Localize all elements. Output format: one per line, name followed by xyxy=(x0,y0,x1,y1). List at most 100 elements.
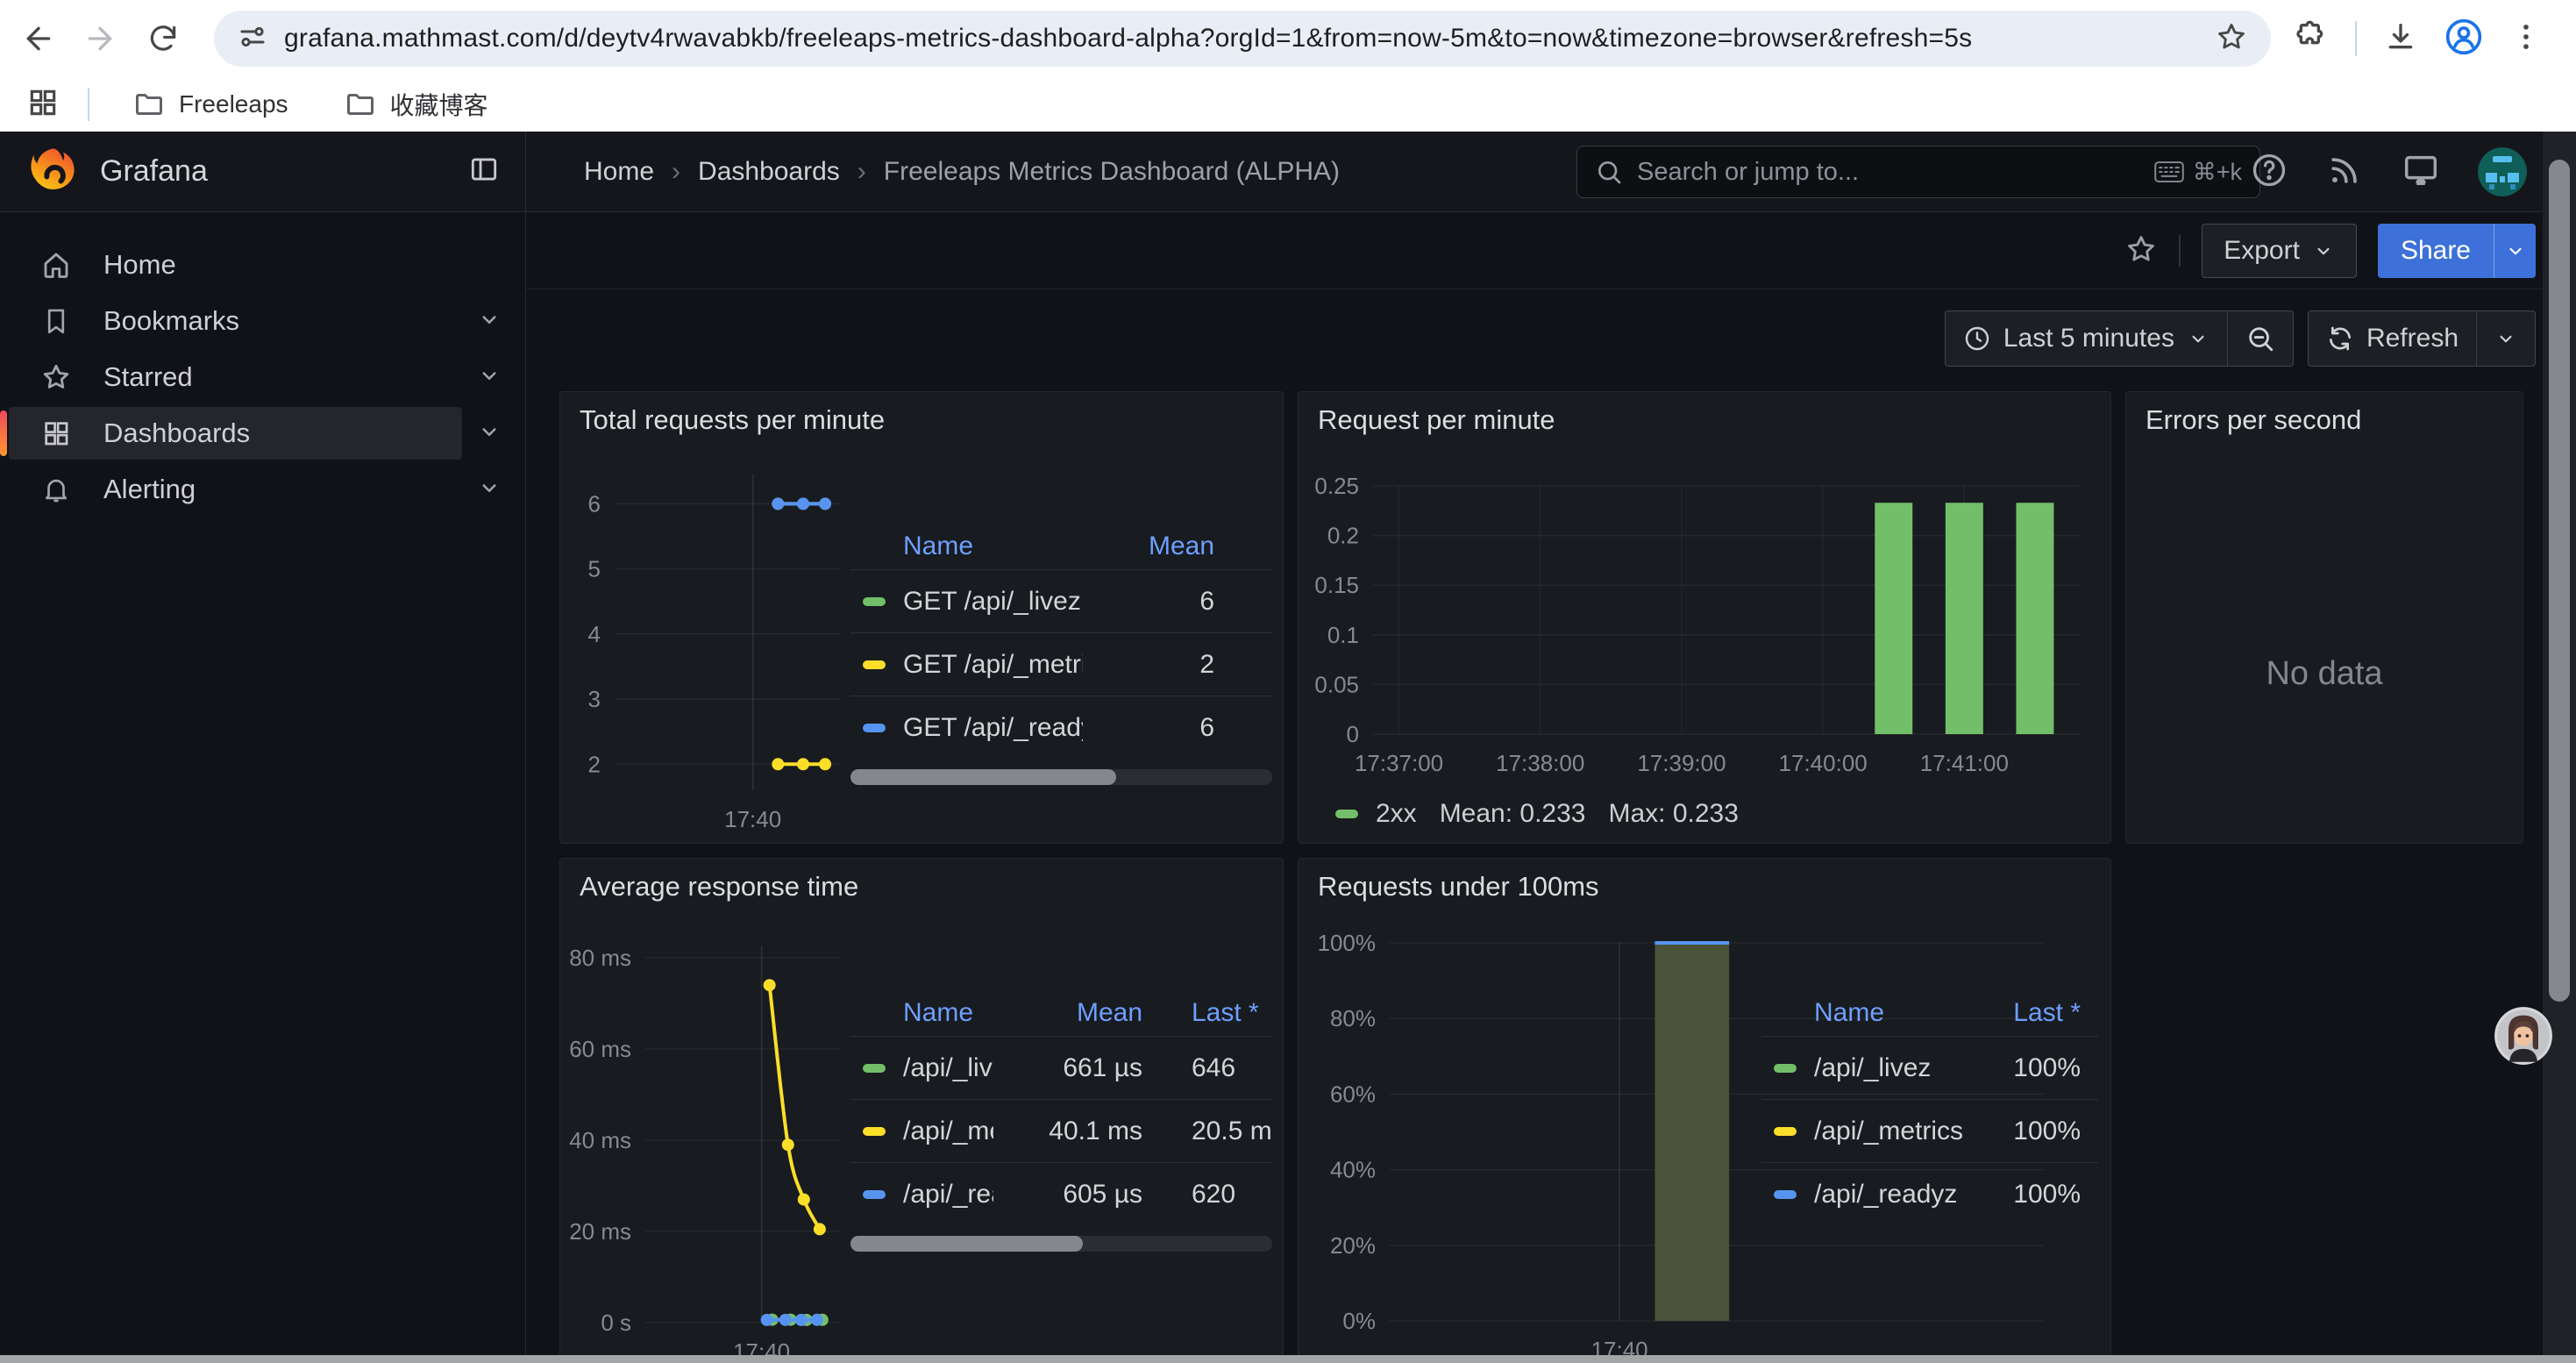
chevron-down-icon[interactable] xyxy=(476,475,502,505)
chevron-down-icon[interactable] xyxy=(476,418,502,449)
forward-icon[interactable] xyxy=(81,19,119,58)
scrollbar-thumb[interactable] xyxy=(850,1236,1083,1252)
downloads-icon[interactable] xyxy=(2383,19,2418,59)
app-header: Grafana Home › Dashboards › Freeleaps Me… xyxy=(0,132,2576,212)
legend-header-name[interactable]: Name xyxy=(850,998,993,1028)
legend-row[interactable]: /api/_readyz 605 µs 620 xyxy=(850,1162,1272,1225)
search-icon xyxy=(1595,158,1623,186)
panel-total-requests[interactable]: Total requests per minute 2345617:40 Nam… xyxy=(559,391,1284,844)
svg-text:0.2: 0.2 xyxy=(1327,523,1359,549)
legend-row[interactable]: GET /api/_metrics 2 xyxy=(850,632,1272,696)
chevron-down-icon[interactable] xyxy=(476,306,502,337)
dashboard-toolbar-row: Last 5 minutes Refresh xyxy=(526,289,2576,391)
series-swatch xyxy=(863,1064,886,1073)
browser-menu-icon[interactable] xyxy=(2509,20,2543,58)
help-icon[interactable] xyxy=(2250,151,2288,194)
toolbar-actions xyxy=(2294,18,2543,61)
sidebar-item-starred[interactable]: Starred xyxy=(0,349,525,405)
site-info-icon[interactable] xyxy=(237,21,268,57)
bookmark-folder-freeleaps[interactable]: Freeleaps xyxy=(121,83,301,125)
panel-errors-per-second[interactable]: Errors per second No data xyxy=(2125,391,2523,844)
legend-row[interactable]: GET /api/_livez 6 xyxy=(850,569,1272,632)
floating-profile-avatar[interactable] xyxy=(2494,1006,2553,1066)
favorite-star-icon[interactable] xyxy=(2124,232,2158,270)
url-text[interactable]: grafana.mathmast.com/d/deytv4rwavabkb/fr… xyxy=(284,24,2215,54)
news-rss-icon[interactable] xyxy=(2325,151,2364,194)
sidebar: Home Bookmarks Starred Dashboards xyxy=(0,212,526,1363)
share-button[interactable]: Share xyxy=(2378,224,2494,278)
breadcrumb-home[interactable]: Home xyxy=(584,157,654,187)
svg-text:100%: 100% xyxy=(1318,930,1377,956)
legend-header-mean[interactable]: Mean xyxy=(993,998,1142,1028)
reload-icon[interactable] xyxy=(144,19,182,58)
legend-row[interactable]: /api/_livez 100% xyxy=(1761,1036,2098,1099)
legend-series-name[interactable]: 2xx xyxy=(1376,799,1417,829)
series-swatch xyxy=(1774,1127,1797,1136)
scrollbar-thumb[interactable] xyxy=(850,769,1116,785)
folder-icon xyxy=(133,89,165,120)
legend-max-value: Max: 0.233 xyxy=(1608,799,1738,829)
back-icon[interactable] xyxy=(19,19,58,58)
svg-text:17:40: 17:40 xyxy=(724,806,781,832)
sidebar-item-dashboards[interactable]: Dashboards xyxy=(0,405,525,461)
zoom-out-button[interactable] xyxy=(2227,311,2293,366)
sidebar-item-bookmarks[interactable]: Bookmarks xyxy=(0,293,525,349)
apps-grid-icon[interactable] xyxy=(26,86,60,124)
brand-area: Grafana xyxy=(0,132,526,211)
keyboard-icon xyxy=(2154,161,2184,183)
panel-legend: 2xx Mean: 0.233 Max: 0.233 xyxy=(1323,799,1739,829)
legend-row[interactable]: /api/_livez 661 µs 646 xyxy=(850,1036,1272,1099)
search-input[interactable]: Search or jump to... ⌘+k xyxy=(1576,146,2260,198)
legend-header-name[interactable]: Name xyxy=(1761,998,1967,1028)
time-range-picker[interactable]: Last 5 minutes xyxy=(1946,311,2227,366)
chevron-down-icon[interactable] xyxy=(476,362,502,393)
panel-title[interactable]: Errors per second xyxy=(2145,404,2361,436)
refresh-button[interactable]: Refresh xyxy=(2309,311,2476,366)
search-shortcut: ⌘+k xyxy=(2154,159,2242,186)
legend-row[interactable]: /api/_metrics 100% xyxy=(1761,1099,2098,1162)
legend-header-name[interactable]: Name xyxy=(850,532,1083,561)
chevron-down-icon xyxy=(2187,327,2210,350)
panel-request-per-minute[interactable]: Request per minute 00.050.10.150.20.2517… xyxy=(1298,391,2111,844)
bookmark-star-icon[interactable] xyxy=(2215,20,2248,58)
legend-header-last[interactable]: Last * xyxy=(1192,998,1272,1028)
sidebar-item-label: Starred xyxy=(103,361,193,393)
page-scrollbar[interactable] xyxy=(2543,132,2576,1363)
legend-row[interactable]: /api/_metrics 40.1 ms 20.5 ms xyxy=(850,1099,1272,1162)
legend-scrollbar[interactable] xyxy=(850,769,1272,785)
user-avatar[interactable] xyxy=(2478,147,2527,196)
dashboard-canvas: Total requests per minute 2345617:40 Nam… xyxy=(526,391,2576,1363)
panel-average-response-time[interactable]: Average response time 0 s20 ms40 ms60 ms… xyxy=(559,858,1284,1363)
url-bar[interactable]: grafana.mathmast.com/d/deytv4rwavabkb/fr… xyxy=(214,11,2271,67)
dock-menu-icon[interactable] xyxy=(467,153,501,190)
grafana-logo[interactable] xyxy=(30,146,77,197)
legend-header-mean[interactable]: Mean xyxy=(1083,532,1214,561)
svg-text:40%: 40% xyxy=(1330,1157,1376,1183)
extensions-icon[interactable] xyxy=(2294,19,2329,59)
bookmark-folder-blogs[interactable]: 收藏博客 xyxy=(332,82,501,127)
breadcrumb-dashboards[interactable]: Dashboards xyxy=(698,157,840,187)
chevron-down-icon xyxy=(2504,239,2527,262)
no-data-message: No data xyxy=(2126,655,2523,693)
refresh-interval-dropdown[interactable] xyxy=(2476,311,2535,366)
sidebar-item-home[interactable]: Home xyxy=(0,237,525,293)
breadcrumb: Home › Dashboards › Freeleaps Metrics Da… xyxy=(584,157,1340,187)
share-dropdown-button[interactable] xyxy=(2494,224,2536,278)
legend-row[interactable]: GET /api/_readyz 6 xyxy=(850,696,1272,759)
scrollbar-thumb[interactable] xyxy=(2549,160,2570,1002)
export-button[interactable]: Export xyxy=(2202,224,2357,278)
svg-text:0.15: 0.15 xyxy=(1314,572,1359,598)
legend-row[interactable]: /api/_readyz 100% xyxy=(1761,1162,2098,1225)
series-swatch xyxy=(863,1127,886,1136)
panel-legend-table: Name Mean GET /api/_livez 6 GET /api/_me… xyxy=(850,524,1272,785)
legend-scrollbar[interactable] xyxy=(850,1236,1272,1252)
sidebar-item-alerting[interactable]: Alerting xyxy=(0,461,525,517)
svg-text:0: 0 xyxy=(1347,721,1359,747)
series-swatch xyxy=(863,724,886,732)
bookmark-label: 收藏博客 xyxy=(390,87,488,122)
legend-header-last[interactable]: Last * xyxy=(1967,998,2081,1028)
profile-avatar-icon[interactable] xyxy=(2444,18,2483,61)
kiosk-monitor-icon[interactable] xyxy=(2401,150,2441,195)
clock-icon xyxy=(1963,325,1991,353)
panel-requests-under-100ms[interactable]: Requests under 100ms 0%20%40%60%80%100%1… xyxy=(1298,858,2111,1363)
